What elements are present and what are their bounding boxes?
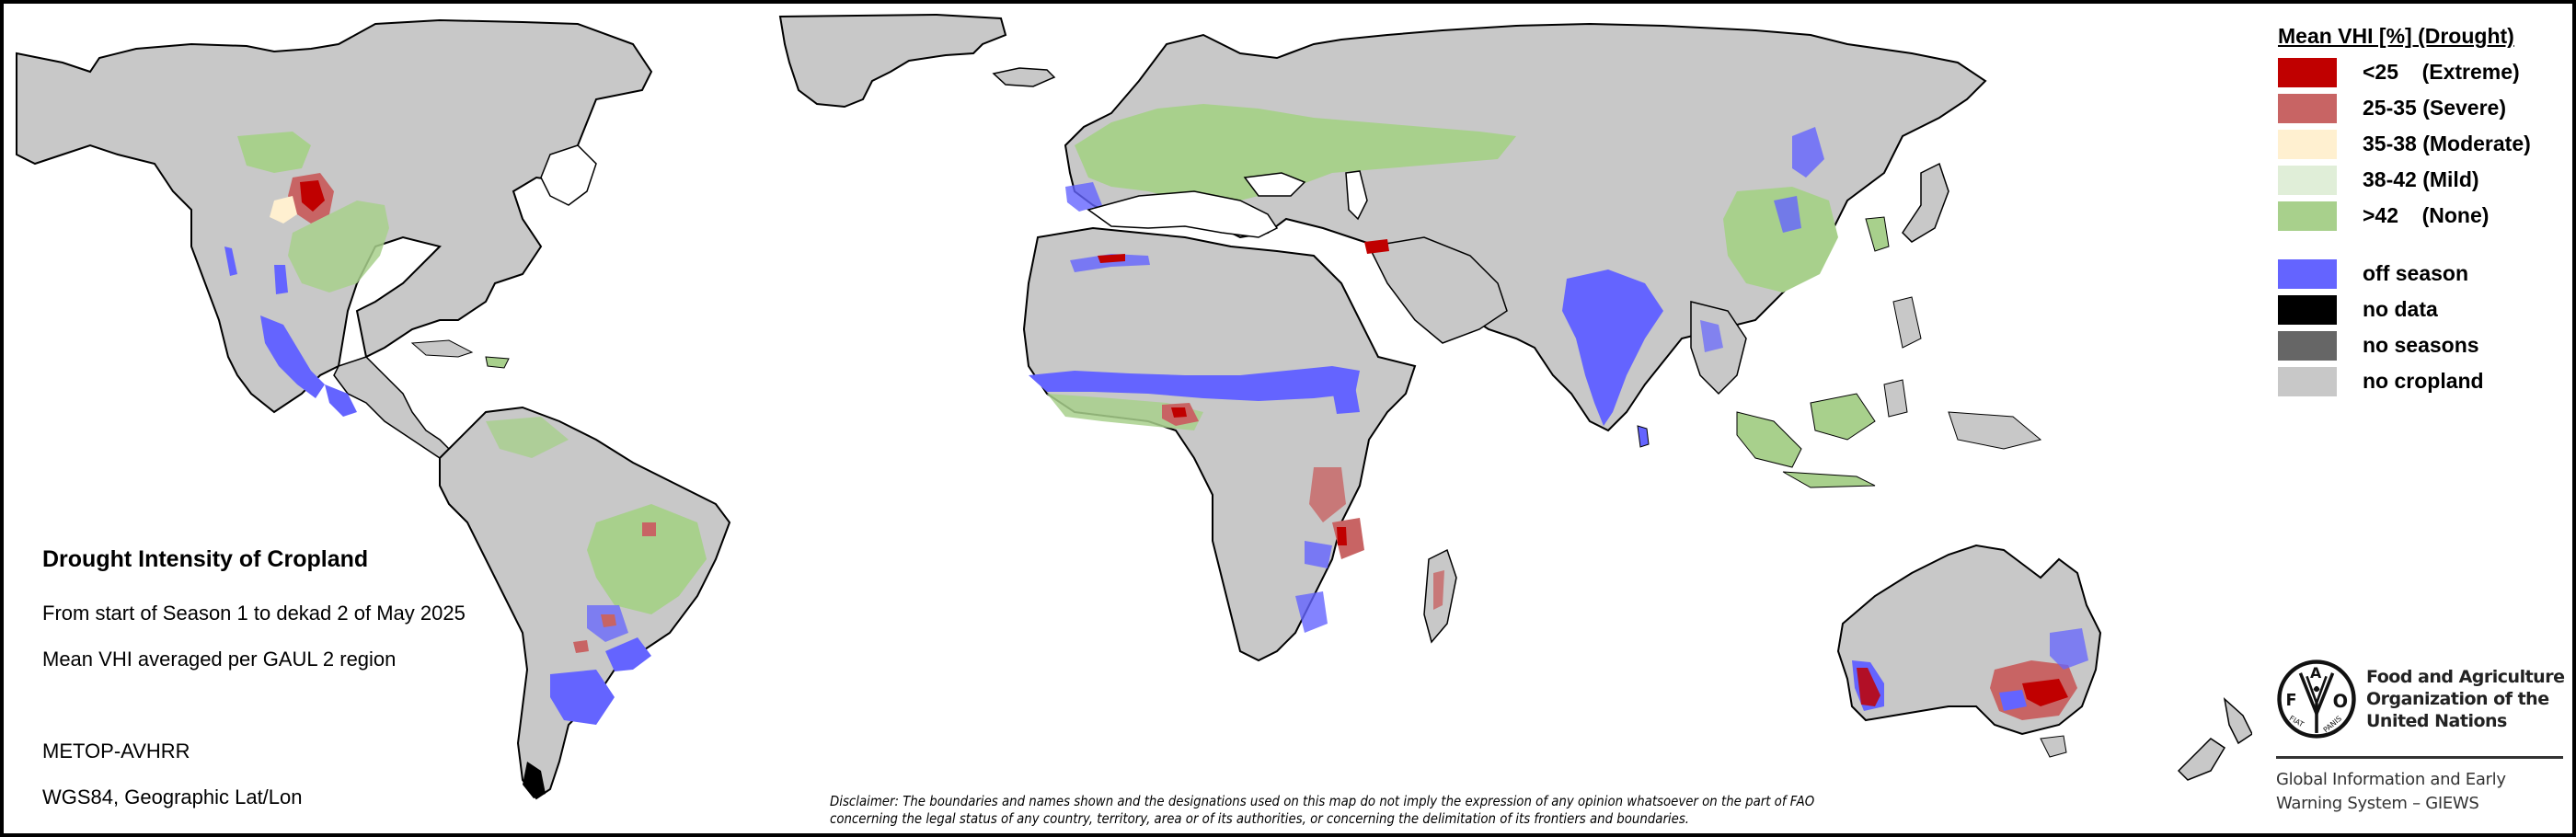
swatch-no-data (2278, 294, 2337, 325)
swatch-extreme (2278, 57, 2337, 87)
legend-item-mild: 38-42 (Mild) (2278, 162, 2572, 198)
map-sensor: METOP-AVHRR (42, 740, 190, 762)
swatch-none (2278, 201, 2337, 231)
africa (1022, 226, 1457, 662)
legend-label: no data (2363, 297, 2438, 321)
fao-branding: F A O FIAT PANIS Food and Agriculture Or… (2276, 659, 2572, 816)
north-america (16, 13, 1056, 459)
eurasia (1064, 22, 2042, 488)
legend-label: no cropland (2363, 369, 2484, 393)
legend-item-no-data: no data (2278, 292, 2572, 327)
world-map (7, 7, 2252, 837)
disclaimer: Disclaimer: The boundaries and names sho… (830, 793, 1814, 828)
legend-item-moderate: 35-38 (Moderate) (2278, 126, 2572, 162)
swatch-no-cropland (2278, 366, 2337, 396)
legend-label: 35-38 (Moderate) (2363, 132, 2531, 155)
australia (1836, 544, 2252, 781)
legend-item-extreme: <25 (Extreme) (2278, 54, 2572, 90)
swatch-no-seasons (2278, 330, 2337, 361)
fao-logo-icon: F A O FIAT PANIS (2277, 659, 2356, 739)
disclaimer-line-2: concerning the legal status of any count… (830, 810, 1690, 827)
fao-divider (2276, 756, 2563, 759)
map-projection: WGS84, Geographic Lat/Lon (42, 785, 303, 808)
swatch-moderate (2278, 129, 2337, 159)
svg-text:A: A (2310, 664, 2322, 682)
legend-item-none: >42 (None) (2278, 198, 2572, 234)
legend-item-off-season: off season (2278, 256, 2572, 292)
south-america (439, 406, 731, 800)
fao-name-line-3: United Nations (2366, 711, 2507, 731)
legend-label: no seasons (2363, 333, 2479, 357)
swatch-off-season (2278, 258, 2337, 289)
legend-label: >42 (None) (2363, 203, 2490, 227)
svg-text:O: O (2333, 691, 2348, 712)
map-info: Drought Intensity of Cropland From start… (42, 546, 466, 808)
fao-name-line-2: Organization of the (2366, 689, 2549, 709)
giews-line-2: Warning System – GIEWS (2276, 794, 2479, 813)
legend-item-severe: 25-35 (Severe) (2278, 90, 2572, 126)
world-map-svg (16, 13, 2252, 800)
map-period: From start of Season 1 to dekad 2 of May… (42, 602, 466, 625)
legend-spacer (2278, 234, 2572, 256)
legend-label: 25-35 (Severe) (2363, 96, 2506, 120)
map-title: Drought Intensity of Cropland (42, 546, 369, 572)
swatch-severe (2278, 93, 2337, 123)
legend-label: 38-42 (Mild) (2363, 167, 2479, 191)
legend: Mean VHI [%] (Drought) <25 (Extreme) 25-… (2278, 24, 2572, 399)
fao-name: Food and Agriculture Organization of the… (2366, 666, 2565, 732)
giews-name: Global Information and Early Warning Sys… (2276, 768, 2572, 816)
legend-label: off season (2363, 261, 2469, 285)
disclaimer-line-1: Disclaimer: The boundaries and names sho… (830, 793, 1815, 809)
legend-item-no-seasons: no seasons (2278, 327, 2572, 363)
swatch-mild (2278, 165, 2337, 195)
legend-item-no-cropland: no cropland (2278, 363, 2572, 399)
fao-name-line-1: Food and Agriculture (2366, 667, 2565, 687)
legend-title: Mean VHI [%] (Drought) (2278, 24, 2514, 48)
svg-text:F: F (2286, 692, 2297, 710)
map-method: Mean VHI averaged per GAUL 2 region (42, 648, 397, 671)
legend-label: <25 (Extreme) (2363, 60, 2520, 84)
giews-line-1: Global Information and Early (2276, 770, 2506, 789)
